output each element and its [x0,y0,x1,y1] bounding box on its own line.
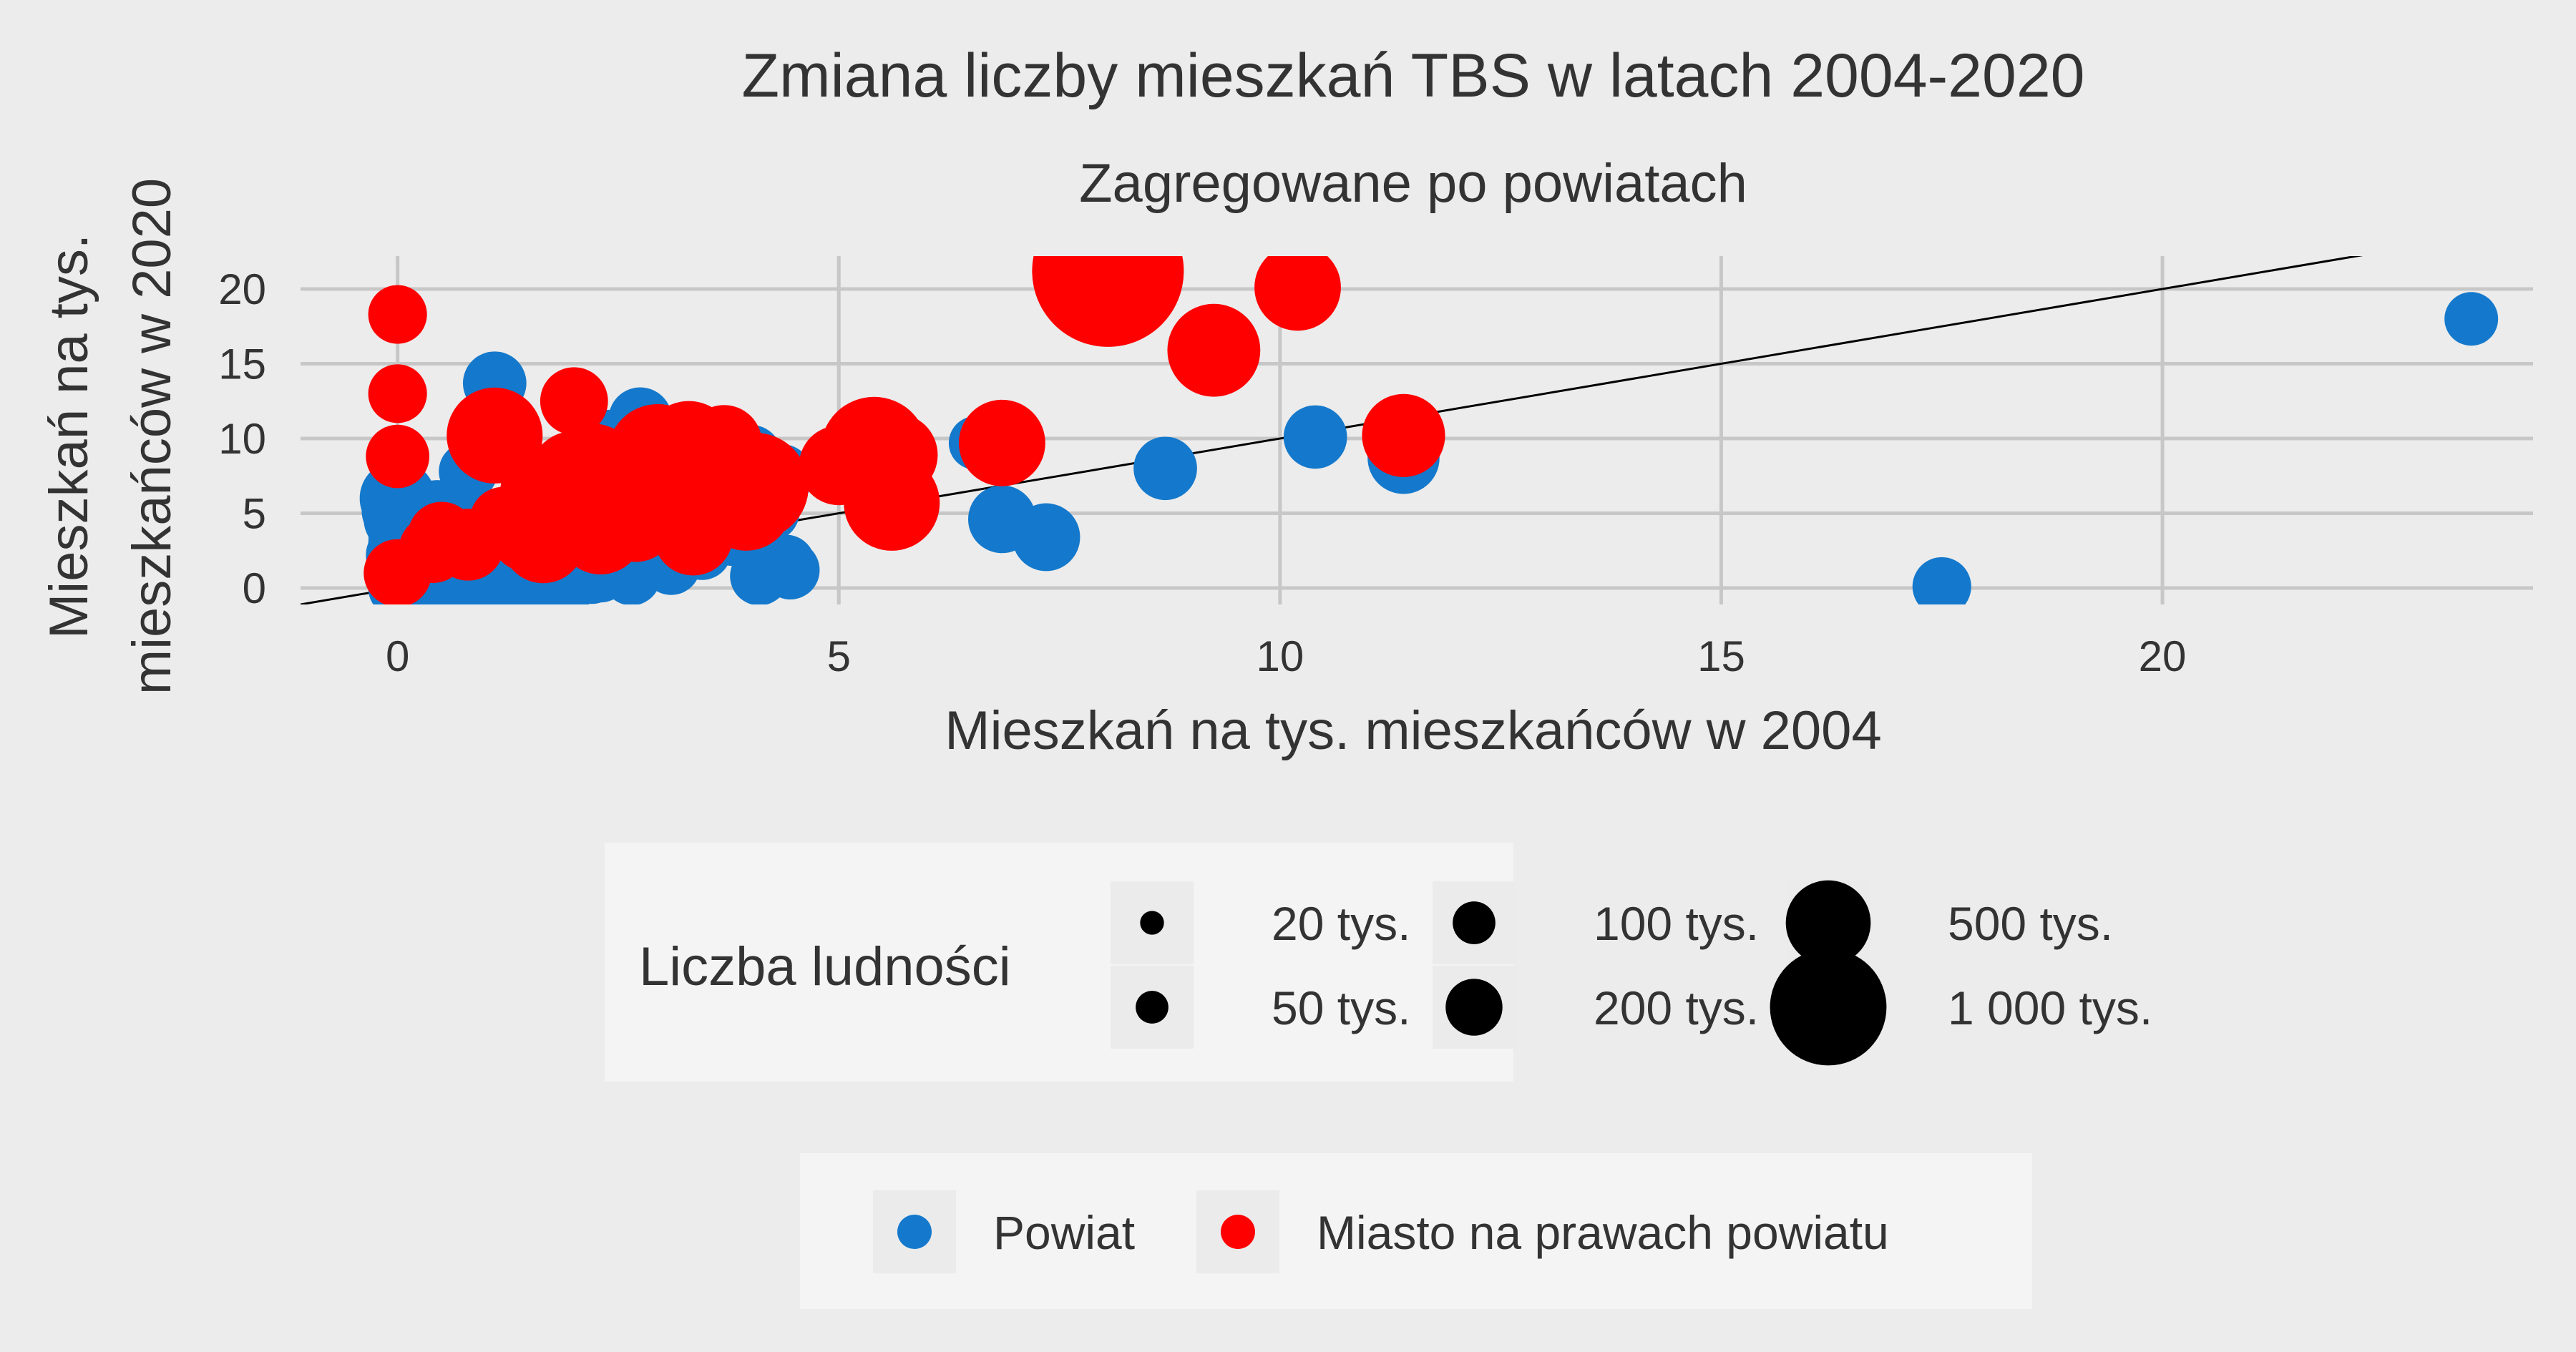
point-miasto [1167,303,1261,397]
y-axis-title-line-2: mieszkańców w 2020 [122,178,182,695]
size-legend-label: 100 tys. [1594,897,1759,950]
chart-title: Zmiana liczby mieszkań TBS w latach 2004… [742,41,2085,110]
y-axis-ticks: 0 5 10 15 20 [218,265,266,612]
point-powiat [761,540,820,599]
point-miasto [701,432,809,540]
y-tick-label: 0 [243,564,266,612]
point-miasto [958,399,1045,486]
y-tick-label: 20 [218,265,266,313]
x-axis-ticks: 0 5 10 15 20 [386,632,2186,680]
y-tick-label: 10 [218,415,266,463]
size-legend-label: 200 tys. [1594,981,1759,1034]
color-legend-marker [897,1215,932,1249]
point-miasto [1254,256,1341,331]
point-powiat [1012,503,1080,572]
point-miasto [1032,256,1184,347]
size-legend-label: 500 tys. [1948,897,2113,950]
y-tick-label: 5 [243,490,266,538]
y-axis-title-line-1: Mieszkań na tys. [39,234,99,639]
point-miasto [366,424,429,489]
x-tick-label: 20 [2139,632,2187,680]
size-legend-label: 50 tys. [1272,981,1410,1034]
color-legend-label: Powiat [993,1206,1135,1259]
point-miasto [1362,393,1445,477]
y-tick-label: 15 [218,340,266,388]
point-powiat [1912,557,1971,604]
color-legend-label: Miasto na prawach powiatu [1317,1206,1889,1259]
size-legend-marker [1770,949,1887,1066]
point-powiat [1133,436,1197,501]
size-legend-label: 20 tys. [1272,897,1410,950]
size-legend-marker [1445,979,1503,1036]
size-legend: Liczba ludności 20 tys.50 tys.100 tys.20… [605,843,2152,1082]
size-legend-box [605,843,1513,1082]
point-miasto [540,367,608,436]
size-legend-items: 20 tys. 50 tys. 100 tys. 200 tys. 500 tys. 1 … [1111,880,2152,1066]
color-legend-box [800,1153,2032,1309]
size-legend-marker [1136,991,1169,1024]
color-legend-marker [1221,1215,1255,1249]
point-powiat [1283,405,1347,469]
data-points [359,256,2499,604]
point-miasto [368,364,427,423]
chart-subtitle: Zagregowane po powiatach [1079,153,1747,214]
size-legend-marker [1785,880,1871,966]
point-miasto [854,413,938,497]
x-axis-title: Mieszkań na tys. mieszkańców w 2004 [945,700,1881,761]
color-legend-items: Powiat Miasto na prawach powiatu [873,1190,1889,1273]
point-powiat [2444,292,2499,346]
size-legend-marker [1140,911,1164,935]
point-miasto [368,285,427,344]
plot-area: 0 5 10 15 20 0 5 10 15 20 [218,256,2533,680]
size-legend-title: Liczba ludności [639,936,1011,997]
size-legend-label: 1 000 tys. [1948,981,2152,1034]
size-legend-marker [1453,901,1496,944]
x-tick-label: 5 [827,632,851,680]
x-tick-label: 10 [1256,632,1304,680]
x-tick-label: 15 [1697,632,1745,680]
color-legend: Powiat Miasto na prawach powiatu [800,1153,2032,1309]
x-tick-label: 0 [386,632,409,680]
